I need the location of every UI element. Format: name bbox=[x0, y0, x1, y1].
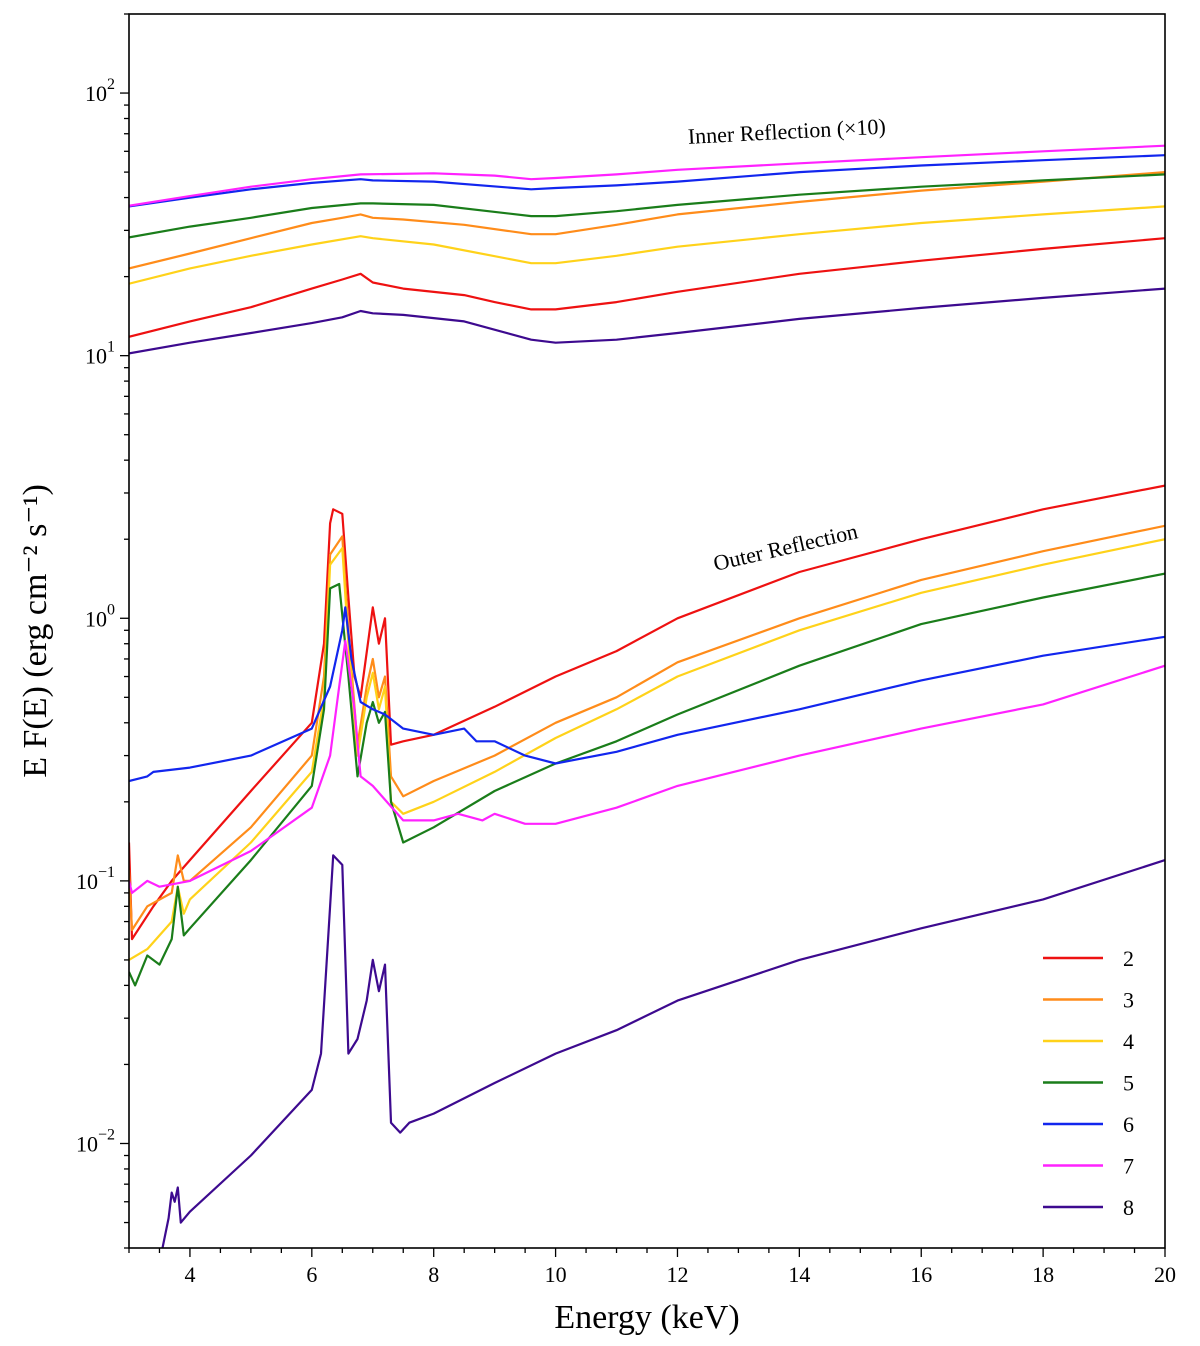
legend-label-8: 8 bbox=[1123, 1195, 1134, 1220]
x-tick-label: 8 bbox=[428, 1262, 439, 1287]
annotation-outer-reflection: Outer Reflection bbox=[711, 518, 860, 575]
legend-label-7: 7 bbox=[1123, 1154, 1134, 1179]
x-tick-label: 14 bbox=[788, 1262, 810, 1287]
x-tick-label: 12 bbox=[666, 1262, 688, 1287]
series-line-outer-3 bbox=[129, 524, 1165, 932]
series-line-outer-4 bbox=[129, 538, 1165, 961]
series-line-outer-8 bbox=[161, 854, 1165, 1248]
x-tick-label: 20 bbox=[1154, 1262, 1176, 1287]
y-axis: 10−2 10−1 100 101 102 bbox=[76, 13, 129, 1249]
x-axis-label: Energy (keV) bbox=[554, 1299, 739, 1336]
legend-label-3: 3 bbox=[1123, 988, 1134, 1013]
series-line-outer-5 bbox=[129, 572, 1165, 987]
x-axis: 4 6 8 10 12 14 16 18 20 bbox=[128, 1248, 1176, 1287]
series-line-outer-7 bbox=[129, 639, 1165, 894]
series-line-outer-2 bbox=[129, 484, 1165, 941]
plot-frame bbox=[128, 13, 1166, 1249]
x-tick-label: 16 bbox=[910, 1262, 932, 1287]
series-line-inner-2 bbox=[129, 237, 1165, 338]
legend-label-4: 4 bbox=[1123, 1029, 1134, 1054]
annotation-inner-reflection: Inner Reflection (×10) bbox=[687, 114, 886, 149]
legend-label-6: 6 bbox=[1123, 1112, 1134, 1137]
series-line-outer-6 bbox=[129, 606, 1165, 783]
series-line-inner-4 bbox=[129, 205, 1165, 285]
y-tick-label: 10−1 bbox=[76, 864, 115, 894]
series-line-inner-7 bbox=[129, 144, 1165, 207]
y-axis-label: E F(E) (erg cm⁻² s⁻¹) bbox=[17, 484, 54, 778]
series-line-inner-3 bbox=[129, 171, 1165, 270]
x-tick-label: 18 bbox=[1032, 1262, 1054, 1287]
legend-label-5: 5 bbox=[1123, 1071, 1134, 1096]
series-layer bbox=[129, 144, 1165, 1248]
x-tick-label: 10 bbox=[545, 1262, 567, 1287]
legend: 2 3 4 5 6 7 8 bbox=[1043, 946, 1134, 1220]
y-tick-label: 101 bbox=[85, 339, 115, 369]
y-tick-label: 10−2 bbox=[76, 1126, 115, 1156]
x-tick-label: 6 bbox=[306, 1262, 317, 1287]
legend-label-2: 2 bbox=[1123, 946, 1134, 971]
series-line-inner-6 bbox=[129, 154, 1165, 208]
series-line-inner-8 bbox=[129, 287, 1165, 355]
series-line-inner-5 bbox=[129, 173, 1165, 239]
y-tick-label: 102 bbox=[85, 76, 115, 106]
x-tick-label: 4 bbox=[184, 1262, 195, 1287]
y-tick-label: 100 bbox=[85, 601, 115, 631]
